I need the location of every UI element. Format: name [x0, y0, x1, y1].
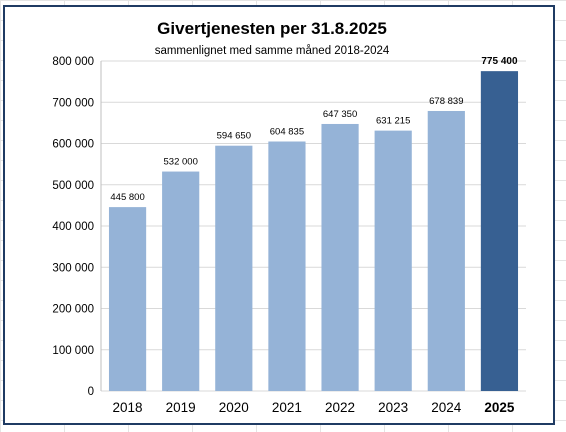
chart-title: Givertjenesten per 31.8.2025 — [157, 19, 387, 38]
bar-2020 — [215, 145, 253, 391]
y-tick-label: 700 000 — [52, 97, 94, 109]
bar-2019 — [162, 171, 200, 391]
data-label: 631 215 — [376, 116, 410, 127]
y-tick-label: 0 — [88, 386, 94, 398]
x-axis-ticks: 2018 2019 2020 2021 2022 2023 2024 2025 — [113, 400, 515, 415]
y-tick-label: 600 000 — [52, 139, 94, 151]
bar-2022 — [321, 123, 359, 391]
y-tick-label: 200 000 — [52, 304, 94, 316]
bar-2025 — [480, 71, 519, 392]
data-label: 678 839 — [429, 96, 463, 107]
bar-2023 — [374, 130, 412, 391]
data-label: 604 835 — [270, 127, 304, 138]
y-axis-ticks: 0 100 000 200 000 300 000 400 000 500 000 600 … — [52, 56, 94, 398]
y-tick-label: 100 000 — [52, 345, 94, 357]
y-tick-label: 800 000 — [52, 56, 94, 68]
x-tick-label: 2019 — [166, 400, 196, 415]
bar-2021 — [268, 141, 306, 391]
x-tick-label: 2018 — [113, 400, 143, 415]
x-tick-label: 2025 — [484, 400, 515, 415]
bar-2018 — [108, 207, 147, 391]
y-tick-label: 300 000 — [52, 262, 94, 274]
x-tick-label: 2022 — [325, 400, 355, 415]
y-tick-label: 400 000 — [52, 221, 94, 233]
chart-subtitle: sammenlignet med samme måned 2018-2024 — [155, 45, 390, 57]
data-label: 647 350 — [323, 109, 357, 120]
data-label: 532 000 — [164, 157, 198, 168]
data-labels: 445 800 532 000 594 650 604 835 647 350 631 2… — [110, 56, 518, 203]
y-tick-label: 500 000 — [52, 180, 94, 192]
bar-2024 — [427, 110, 465, 391]
x-tick-label: 2024 — [431, 400, 462, 415]
data-label: 775 400 — [481, 56, 518, 67]
data-label: 594 650 — [217, 131, 251, 142]
x-tick-label: 2021 — [272, 400, 302, 415]
x-tick-label: 2020 — [219, 400, 249, 415]
data-label: 445 800 — [110, 192, 144, 203]
bars — [108, 71, 519, 392]
x-tick-label: 2023 — [378, 400, 408, 415]
